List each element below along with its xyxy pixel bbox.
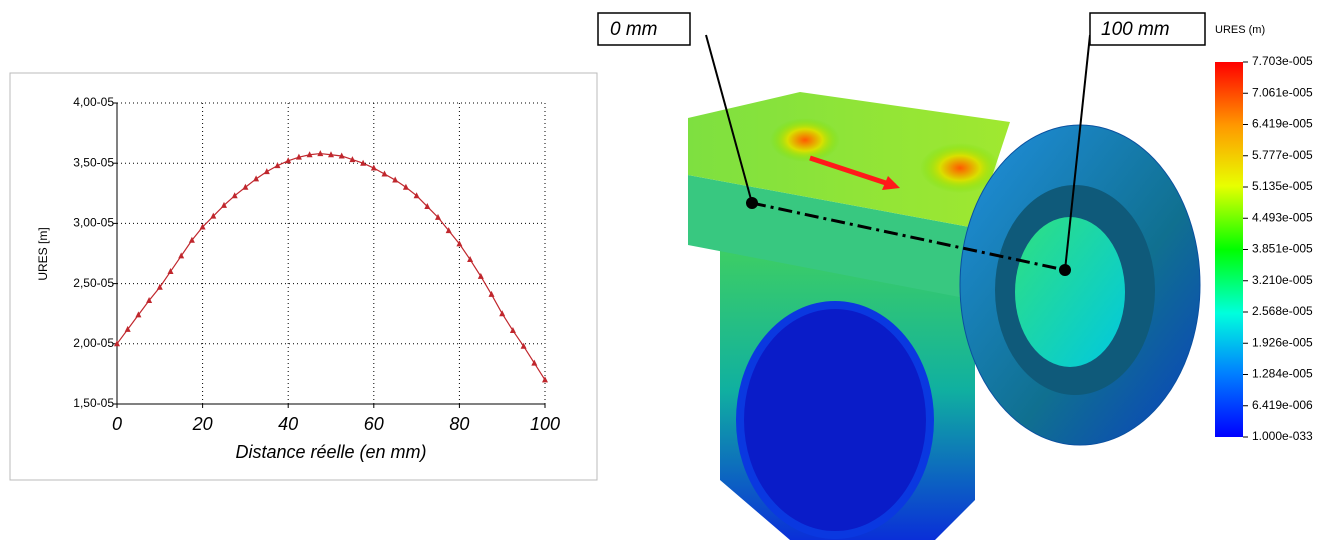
y-tick-label: 2,00-05 <box>73 336 114 350</box>
y-tick-label: 3,50-05 <box>73 155 114 169</box>
path-start <box>746 197 758 209</box>
color-bar <box>1215 62 1243 437</box>
model-bore <box>740 305 930 535</box>
legend-label: 5.135e-005 <box>1252 179 1313 193</box>
legend-label: 3.851e-005 <box>1252 242 1313 256</box>
legend-label: 2.568e-005 <box>1252 304 1313 318</box>
legend-label: 1.000e-033 <box>1252 429 1313 443</box>
end-label: 100 mm <box>1101 19 1170 40</box>
legend-label: 3.210e-005 <box>1252 273 1313 287</box>
y-tick-label: 2,50-05 <box>73 276 114 290</box>
start-label: 0 mm <box>610 19 658 40</box>
page: URES [m] Distance réelle (en mm) 1,50-05… <box>0 0 1337 545</box>
path-end <box>1059 264 1071 276</box>
x-tick-label: 100 <box>530 414 560 434</box>
y-tick-label: 4,00-05 <box>73 95 114 109</box>
x-tick-label: 40 <box>278 414 298 434</box>
x-tick-label: 0 <box>112 414 122 434</box>
y-tick-label: 3,00-05 <box>73 216 114 230</box>
legend-title: URES (m) <box>1215 24 1265 36</box>
y-tick-label: 1,50-05 <box>73 396 114 410</box>
x-tick-label: 80 <box>449 414 469 434</box>
x-axis-label: Distance réelle (en mm) <box>235 442 426 462</box>
model-flange-bore <box>1015 217 1125 367</box>
legend-label: 6.419e-005 <box>1252 117 1313 131</box>
y-axis-label: URES [m] <box>36 227 50 280</box>
model-view: 0 mm 100 mm URES (m) <box>598 13 1265 540</box>
legend-label: 5.777e-005 <box>1252 148 1313 162</box>
x-tick-label: 20 <box>192 414 213 434</box>
legend-label: 1.284e-005 <box>1252 367 1313 381</box>
hotspot <box>770 118 840 162</box>
line-chart: URES [m] Distance réelle (en mm) 1,50-05… <box>10 73 597 480</box>
x-tick-label: 60 <box>364 414 384 434</box>
legend-label: 4.493e-005 <box>1252 210 1313 224</box>
legend-label: 7.703e-005 <box>1252 54 1313 68</box>
legend-label: 7.061e-005 <box>1252 85 1313 99</box>
legend-label: 1.926e-005 <box>1252 335 1313 349</box>
legend-label: 6.419e-006 <box>1252 398 1313 412</box>
